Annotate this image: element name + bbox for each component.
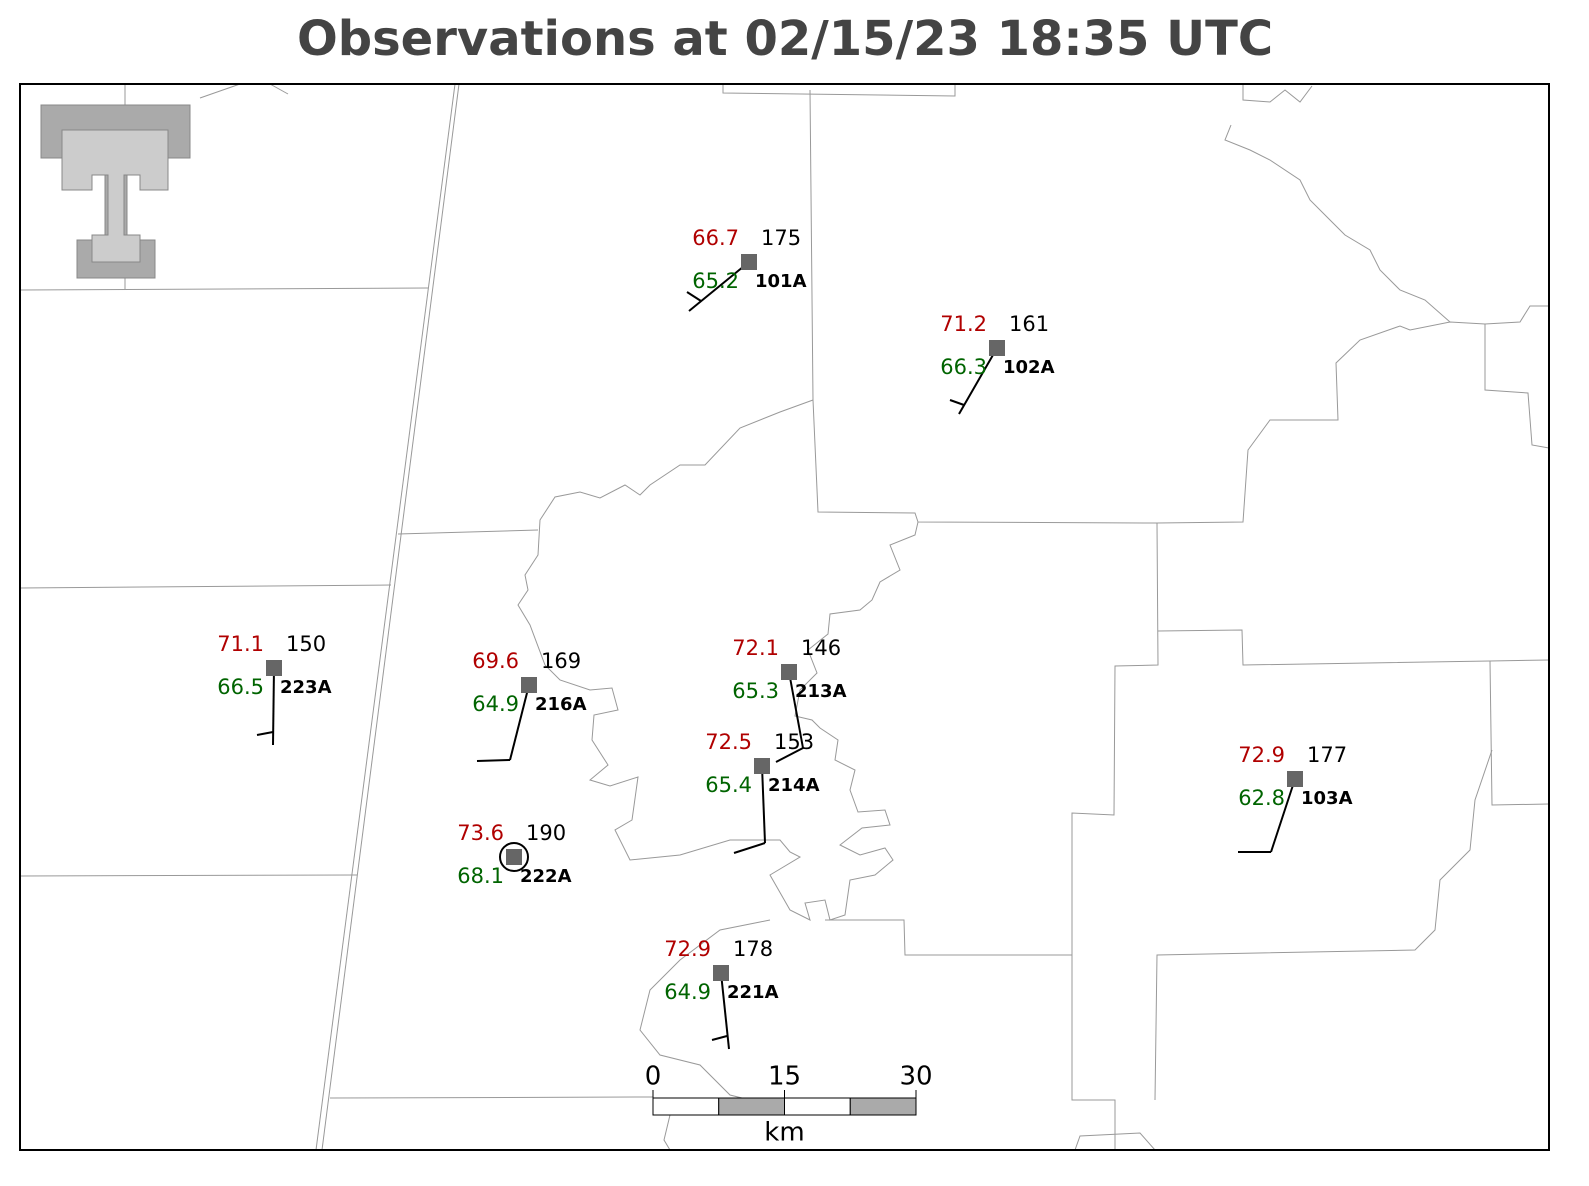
scale-segment — [718, 1097, 785, 1116]
wind-barb — [272, 667, 275, 746]
station-value: 177 — [1307, 743, 1347, 767]
wind-barb-flag — [949, 399, 965, 406]
station-value: 150 — [286, 632, 326, 656]
station-id: 213A — [795, 681, 847, 702]
dewpoint: 68.1 — [457, 864, 504, 888]
wind-barb-flag — [256, 731, 274, 736]
scale-segment — [784, 1097, 851, 1116]
temperature: 71.2 — [940, 312, 987, 336]
station-marker — [781, 664, 797, 680]
wind-barb — [788, 671, 804, 749]
station-value: 169 — [541, 649, 581, 673]
wind-barb-flag — [775, 747, 804, 763]
wind-barb — [720, 972, 730, 1050]
scale-tick-label: 30 — [899, 1062, 932, 1092]
dewpoint: 62.8 — [1238, 786, 1285, 810]
wind-barb-flag — [733, 842, 766, 854]
scale-bar: 0 15 30 km — [645, 1062, 933, 1148]
map-frame — [19, 83, 1550, 1151]
station-id: 214A — [768, 775, 820, 796]
station-marker — [713, 965, 729, 981]
temperature: 72.9 — [1238, 743, 1285, 767]
station-value: 175 — [761, 226, 801, 250]
station-marker — [266, 660, 282, 676]
station-id: 216A — [535, 694, 587, 715]
wind-barb — [958, 347, 998, 415]
title: Observations at 02/15/23 18:35 UTC — [297, 11, 1273, 67]
scale-segment — [849, 1097, 917, 1116]
wind-barb — [509, 684, 530, 761]
temperature: 73.6 — [457, 821, 504, 845]
logo — [40, 104, 191, 279]
station-id: 222A — [520, 866, 572, 887]
dewpoint: 66.3 — [940, 355, 987, 379]
station-value: 178 — [733, 937, 773, 961]
station-id: 101A — [755, 271, 807, 292]
scale-tick-label: 15 — [768, 1062, 801, 1092]
wind-barb — [1270, 778, 1296, 853]
wind-barb-flag — [476, 759, 511, 762]
station-value: 161 — [1009, 312, 1049, 336]
wind-barb — [688, 261, 750, 312]
dewpoint: 65.2 — [692, 269, 739, 293]
wind-barb-flag — [686, 291, 702, 302]
dewpoint: 64.9 — [664, 980, 711, 1004]
dewpoint: 64.9 — [472, 692, 519, 716]
station-value: 146 — [801, 636, 841, 660]
station-value: 190 — [526, 821, 566, 845]
station-marker — [989, 340, 1005, 356]
dewpoint: 65.3 — [732, 679, 779, 703]
scale-segment — [652, 1097, 720, 1116]
station-marker — [754, 758, 770, 774]
temperature: 71.1 — [217, 632, 264, 656]
station-marker — [741, 254, 757, 270]
station-marker — [1287, 771, 1303, 787]
station-marker — [506, 849, 522, 865]
station-value: 153 — [774, 730, 814, 754]
station-id: 221A — [727, 982, 779, 1003]
station-id: 103A — [1301, 788, 1353, 809]
station-id: 223A — [280, 677, 332, 698]
calm-wind — [499, 842, 529, 872]
county-borders — [19, 83, 1550, 1151]
temperature: 66.7 — [692, 226, 739, 250]
scale-unit: km — [764, 1118, 804, 1148]
stations: 66.7 175 65.2 101A 71.2 161 66.3 102A 71.1 150 66.… — [217, 226, 1353, 1050]
station-marker — [521, 677, 537, 693]
dewpoint: 65.4 — [705, 773, 752, 797]
dewpoint: 66.5 — [217, 675, 264, 699]
wind-barb-flag — [711, 1035, 728, 1041]
temperature: 72.1 — [732, 636, 779, 660]
temperature: 72.5 — [705, 730, 752, 754]
scale-tick-label: 0 — [645, 1062, 662, 1092]
temperature: 69.6 — [472, 649, 519, 673]
temperature: 72.9 — [664, 937, 711, 961]
wind-barb — [761, 765, 766, 844]
station-id: 102A — [1003, 357, 1055, 378]
